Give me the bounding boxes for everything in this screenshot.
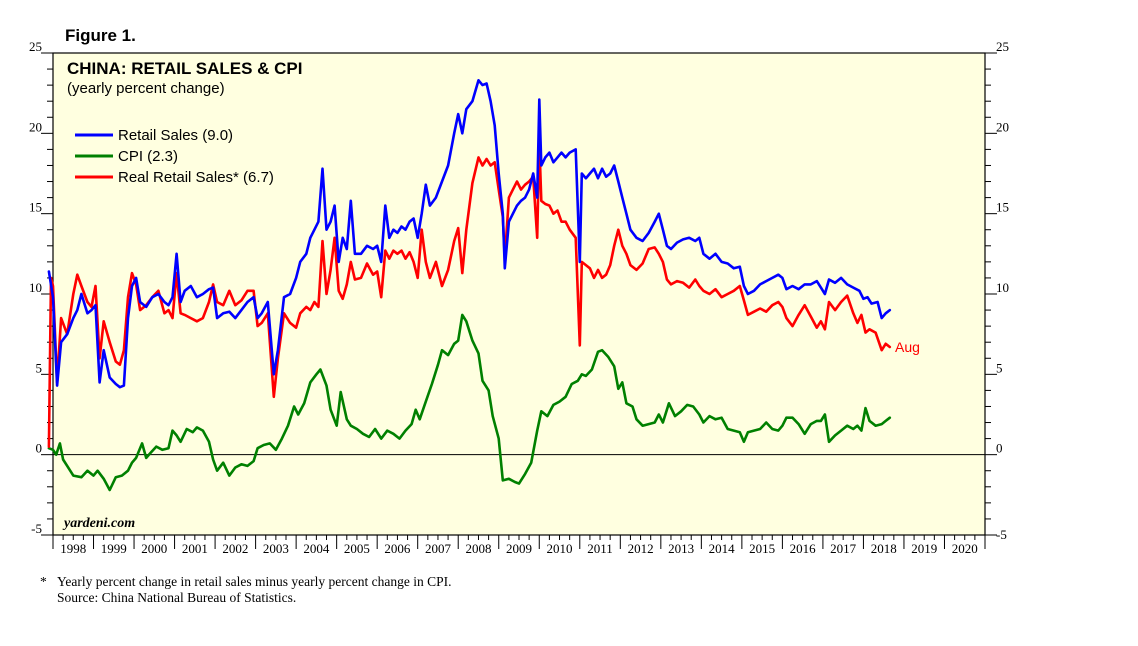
left-y-axis: 25 20 15 10 5 0 -5	[29, 39, 53, 536]
series-layer	[47, 79, 892, 492]
y-tick-label-left: 20	[29, 119, 42, 134]
y-tick-label-right: 25	[996, 39, 1009, 54]
x-tick-label: 2017	[830, 541, 857, 556]
x-tick-label: 2009	[506, 541, 532, 556]
y-tick-label-left: 5	[36, 360, 43, 375]
x-tick-label: 2014	[709, 541, 736, 556]
x-tick-label: 2010	[547, 541, 573, 556]
footnote-line-1: Yearly percent change in retail sales mi…	[57, 574, 452, 589]
x-tick-label: 2003	[263, 541, 289, 556]
x-tick-label: 2011	[587, 541, 613, 556]
footnote-marker: *	[40, 574, 47, 589]
x-tick-label: 2012	[628, 541, 654, 556]
y-tick-label-left: -5	[31, 521, 42, 536]
x-tick-label: 2015	[749, 541, 775, 556]
right-y-axis: 25 20 15 10 5 0 -5	[985, 39, 1009, 542]
x-tick-label: 2019	[911, 541, 937, 556]
series-line-real-retail-sales	[47, 140, 892, 448]
y-tick-label-left: 0	[36, 441, 43, 456]
x-tick-label: 2016	[790, 541, 817, 556]
legend-label-real-retail-sales: Real Retail Sales* (6.7)	[118, 169, 274, 186]
series-line-retail-sales	[47, 79, 892, 389]
y-tick-label-left: 15	[29, 200, 42, 215]
x-tick-label: 2002	[222, 541, 248, 556]
x-tick-label: 2018	[871, 541, 897, 556]
annotation-aug: Aug	[895, 339, 920, 355]
y-tick-label-left: 25	[29, 39, 42, 54]
watermark-yardeni: yardeni.com	[62, 516, 135, 531]
x-tick-label: 2006	[384, 541, 411, 556]
legend: Retail Sales (9.0) CPI (2.3) Real Retail…	[75, 127, 274, 186]
footnote-line-2: Source: China National Bureau of Statist…	[57, 590, 296, 605]
x-tick-label: 2020	[952, 541, 978, 556]
y-tick-label-right: 10	[996, 280, 1009, 295]
x-tick-label: 2007	[425, 541, 452, 556]
figure-label: Figure 1.	[65, 26, 136, 45]
x-tick-label: 2004	[303, 541, 330, 556]
plot-area	[52, 52, 986, 536]
x-tick-label: 2000	[141, 541, 167, 556]
y-tick-label-left: 10	[29, 280, 42, 295]
y-tick-label-right: 15	[996, 200, 1009, 215]
series-line-cpi	[47, 313, 892, 492]
x-tick-label: 2001	[182, 541, 208, 556]
y-tick-label-right: -5	[996, 527, 1007, 542]
chart-title: CHINA: RETAIL SALES & CPI	[67, 59, 303, 78]
y-tick-label-right: 0	[996, 441, 1003, 456]
x-axis: 1998 1999 2000 2001 2002 2003 2004 2005 2006 2007…	[52, 535, 986, 556]
legend-label-retail-sales: Retail Sales (9.0)	[118, 127, 233, 144]
x-tick-label: 2008	[465, 541, 491, 556]
legend-label-cpi: CPI (2.3)	[118, 148, 178, 165]
x-tick-label: 1999	[101, 541, 127, 556]
x-tick-label: 2013	[668, 541, 694, 556]
y-tick-label-right: 20	[996, 119, 1009, 134]
x-tick-label: 2005	[344, 541, 370, 556]
x-tick-label: 1998	[60, 541, 86, 556]
chart-subtitle: (yearly percent change)	[67, 80, 225, 97]
y-tick-label-right: 5	[996, 360, 1003, 375]
